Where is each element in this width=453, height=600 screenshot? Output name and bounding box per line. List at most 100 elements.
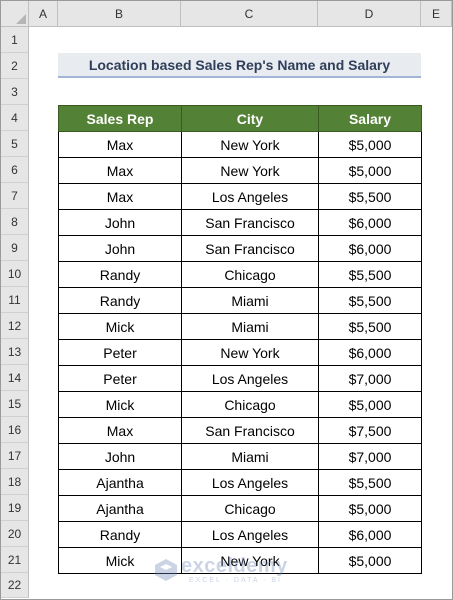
row-header-22[interactable]: 22 xyxy=(1,573,29,598)
select-all-corner[interactable] xyxy=(1,1,29,27)
city-cell[interactable]: San Francisco xyxy=(181,235,319,262)
row-header-8[interactable]: 8 xyxy=(1,209,29,235)
sales-rep-cell[interactable]: Max xyxy=(58,417,182,444)
sales-rep-cell[interactable]: Peter xyxy=(58,339,182,366)
sales-rep-cell[interactable]: John xyxy=(58,443,182,470)
row-header-13[interactable]: 13 xyxy=(1,339,29,365)
row-header-9[interactable]: 9 xyxy=(1,235,29,261)
row-header-14[interactable]: 14 xyxy=(1,365,29,391)
city-cell[interactable]: Miami xyxy=(181,443,319,470)
table-row: John San Francisco $6,000 xyxy=(58,209,422,236)
salary-cell[interactable]: $5,000 xyxy=(318,131,422,158)
sales-rep-cell[interactable]: Ajantha xyxy=(58,469,182,496)
column-header-b[interactable]: B xyxy=(58,1,181,27)
header-salary[interactable]: Salary xyxy=(318,105,422,132)
table-row: Mick New York $5,000 xyxy=(58,547,422,574)
sheet-title[interactable]: Location based Sales Rep's Name and Sala… xyxy=(58,53,421,78)
select-all-triangle-icon xyxy=(16,14,26,24)
row-header-1[interactable]: 1 xyxy=(1,27,29,53)
sales-rep-cell[interactable]: Randy xyxy=(58,287,182,314)
row-header-3[interactable]: 3 xyxy=(1,79,29,105)
column-header-d[interactable]: D xyxy=(318,1,421,27)
row-header-20[interactable]: 20 xyxy=(1,521,29,547)
row-header-5[interactable]: 5 xyxy=(1,131,29,157)
salary-cell[interactable]: $5,500 xyxy=(318,261,422,288)
salary-cell[interactable]: $6,000 xyxy=(318,235,422,262)
city-cell[interactable]: Miami xyxy=(181,313,319,340)
table-row: Mick Miami $5,500 xyxy=(58,313,422,340)
sales-rep-cell[interactable]: Max xyxy=(58,183,182,210)
city-cell[interactable]: Los Angeles xyxy=(181,365,319,392)
table-row: Ajantha Chicago $5,000 xyxy=(58,495,422,522)
city-cell[interactable]: New York xyxy=(181,547,319,574)
salary-cell[interactable]: $7,000 xyxy=(318,365,422,392)
table-row: Mick Chicago $5,000 xyxy=(58,391,422,418)
salary-cell[interactable]: $5,000 xyxy=(318,157,422,184)
city-cell[interactable]: Los Angeles xyxy=(181,183,319,210)
row-header-6[interactable]: 6 xyxy=(1,157,29,183)
sales-rep-cell[interactable]: Randy xyxy=(58,521,182,548)
salary-cell[interactable]: $6,000 xyxy=(318,521,422,548)
city-cell[interactable]: Miami xyxy=(181,287,319,314)
row-header-7[interactable]: 7 xyxy=(1,183,29,209)
row-header-16[interactable]: 16 xyxy=(1,417,29,443)
row-header-11[interactable]: 11 xyxy=(1,287,29,313)
salary-cell[interactable]: $5,500 xyxy=(318,287,422,314)
salary-cell[interactable]: $7,500 xyxy=(318,417,422,444)
table-row: Peter Los Angeles $7,000 xyxy=(58,365,422,392)
sales-rep-cell[interactable]: Randy xyxy=(58,261,182,288)
header-sales-rep[interactable]: Sales Rep xyxy=(58,105,182,132)
city-cell[interactable]: Chicago xyxy=(181,391,319,418)
salary-cell[interactable]: $5,000 xyxy=(318,391,422,418)
salary-cell[interactable]: $5,500 xyxy=(318,313,422,340)
sales-rep-cell[interactable]: Max xyxy=(58,131,182,158)
city-cell[interactable]: San Francisco xyxy=(181,417,319,444)
row-header-19[interactable]: 19 xyxy=(1,495,29,521)
city-cell[interactable]: San Francisco xyxy=(181,209,319,236)
table-row: Max Los Angeles $5,500 xyxy=(58,183,422,210)
sales-rep-cell[interactable]: John xyxy=(58,235,182,262)
table-header-row: Sales Rep City Salary xyxy=(58,105,422,132)
table-row: Randy Los Angeles $6,000 xyxy=(58,521,422,548)
row-header-17[interactable]: 17 xyxy=(1,443,29,469)
salary-cell[interactable]: $6,000 xyxy=(318,209,422,236)
sales-rep-cell[interactable]: Ajantha xyxy=(58,495,182,522)
sales-rep-cell[interactable]: Mick xyxy=(58,547,182,574)
sales-rep-cell[interactable]: John xyxy=(58,209,182,236)
sales-rep-cell[interactable]: Max xyxy=(58,157,182,184)
salary-cell[interactable]: $5,500 xyxy=(318,469,422,496)
salary-cell[interactable]: $5,000 xyxy=(318,495,422,522)
column-header-e[interactable]: E xyxy=(421,1,452,27)
city-cell[interactable]: New York xyxy=(181,339,319,366)
salary-cell[interactable]: $5,500 xyxy=(318,183,422,210)
city-cell[interactable]: Chicago xyxy=(181,261,319,288)
row-header-21[interactable]: 21 xyxy=(1,547,29,573)
table-row: Randy Miami $5,500 xyxy=(58,287,422,314)
sales-rep-cell[interactable]: Mick xyxy=(58,391,182,418)
column-header-a[interactable]: A xyxy=(29,1,58,27)
row-header-15[interactable]: 15 xyxy=(1,391,29,417)
table-row: Max San Francisco $7,500 xyxy=(58,417,422,444)
header-city[interactable]: City xyxy=(181,105,319,132)
salary-cell[interactable]: $5,000 xyxy=(318,547,422,574)
row-header-2[interactable]: 2 xyxy=(1,53,29,79)
table-row: Max New York $5,000 xyxy=(58,157,422,184)
table-row: John San Francisco $6,000 xyxy=(58,235,422,262)
row-header-12[interactable]: 12 xyxy=(1,313,29,339)
sales-rep-cell[interactable]: Peter xyxy=(58,365,182,392)
city-cell[interactable]: Los Angeles xyxy=(181,469,319,496)
row-header-18[interactable]: 18 xyxy=(1,469,29,495)
row-header-4[interactable]: 4 xyxy=(1,105,29,131)
table-row: Max New York $5,000 xyxy=(58,131,422,158)
watermark-tagline: EXCEL · DATA · BI xyxy=(189,577,282,584)
column-header-c[interactable]: C xyxy=(181,1,318,27)
city-cell[interactable]: Chicago xyxy=(181,495,319,522)
salary-cell[interactable]: $7,000 xyxy=(318,443,422,470)
sales-table: Sales Rep City Salary Max New York $5,000 M… xyxy=(58,105,422,574)
row-header-10[interactable]: 10 xyxy=(1,261,29,287)
salary-cell[interactable]: $6,000 xyxy=(318,339,422,366)
city-cell[interactable]: New York xyxy=(181,131,319,158)
city-cell[interactable]: Los Angeles xyxy=(181,521,319,548)
city-cell[interactable]: New York xyxy=(181,157,319,184)
sales-rep-cell[interactable]: Mick xyxy=(58,313,182,340)
